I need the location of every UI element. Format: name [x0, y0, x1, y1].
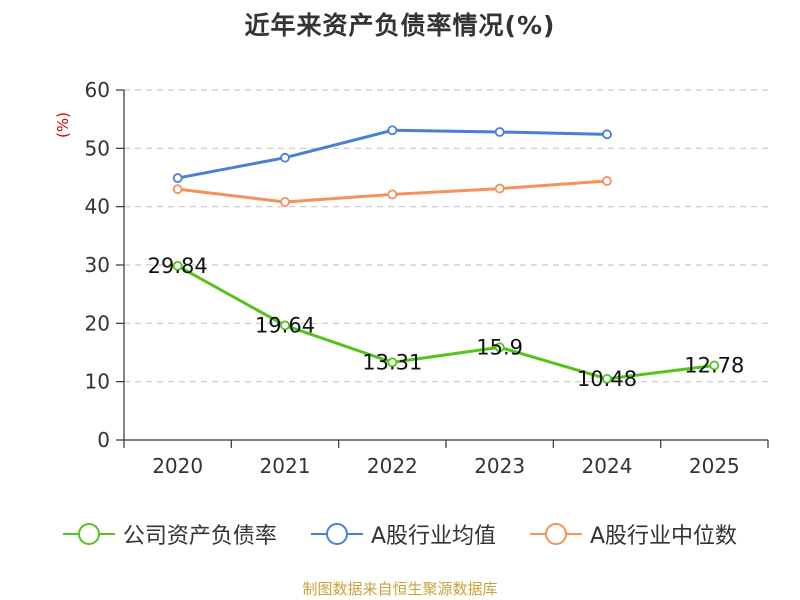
chart-title: 近年来资产负债率情况(%) [244, 11, 556, 40]
y-tick-label: 20 [85, 311, 110, 335]
x-tick-label: 2024 [582, 454, 633, 478]
data-point [172, 184, 183, 195]
series-line [176, 264, 715, 381]
data-label: 10.48 [577, 367, 637, 391]
series-lines [172, 125, 720, 384]
data-point [494, 127, 505, 137]
data-point [387, 189, 398, 200]
y-tick-label: 0 [97, 428, 110, 452]
legend-item-company[interactable]: 公司资产负债率 [62, 518, 277, 550]
data-point [709, 360, 720, 371]
legend: 公司资产负债率 A股行业均值 A股行业中位数 [0, 518, 800, 550]
data-point [602, 129, 612, 140]
data-labels: 29.84 19.64 13.31 15.9 10.48 12.78 [148, 254, 745, 391]
y-tick-labels: 0 10 20 30 40 50 60 [85, 78, 110, 452]
data-label: 15.9 [476, 335, 523, 359]
data-point [172, 261, 183, 271]
x-tick-labels: 2020 2021 2022 2023 2024 2025 [152, 454, 740, 478]
data-point [602, 373, 612, 384]
source-note: 制图数据来自恒生聚源数据库 [302, 580, 498, 598]
data-label: 12.78 [684, 353, 744, 377]
data-point [494, 183, 505, 194]
legend-label: 公司资产负债率 [122, 524, 277, 549]
legend-marker-icon [310, 522, 363, 546]
data-label: 19.64 [255, 313, 315, 337]
x-tick-label: 2022 [367, 454, 418, 478]
x-tick-label: 2023 [474, 454, 525, 478]
data-label: 13.31 [362, 350, 422, 374]
data-point [280, 197, 290, 207]
gridlines [124, 89, 768, 383]
y-tick-label: 60 [85, 78, 110, 102]
legend-item-industry-mean[interactable]: A股行业均值 [310, 518, 496, 550]
line-chart: 0 10 20 30 40 50 60 2020 2021 2022 2023 2024 2025 (… [54, 78, 769, 478]
data-point [387, 357, 398, 368]
axes [116, 89, 769, 448]
y-tick-label: 10 [85, 370, 110, 394]
x-tick-label: 2025 [689, 454, 740, 478]
legend-marker-icon [62, 522, 115, 546]
data-point [602, 176, 612, 186]
y-tick-label: 40 [85, 195, 110, 219]
y-tick-label: 30 [85, 253, 110, 277]
data-point [172, 173, 183, 183]
legend-label: A股行业均值 [370, 524, 496, 549]
data-point [494, 342, 505, 353]
series-line [177, 128, 608, 180]
x-tick-label: 2021 [260, 454, 311, 478]
x-tick-label: 2020 [152, 454, 203, 478]
y-tick-label: 50 [85, 136, 110, 160]
data-point [280, 320, 290, 331]
legend-marker-icon [530, 522, 582, 546]
data-point [387, 125, 398, 136]
legend-item-industry-median[interactable]: A股行业中位数 [530, 518, 737, 550]
legend-label: A股行业中位数 [590, 524, 738, 549]
data-label: 29.84 [148, 254, 208, 278]
data-point [280, 152, 290, 163]
y-axis-label: (%) [54, 112, 72, 138]
